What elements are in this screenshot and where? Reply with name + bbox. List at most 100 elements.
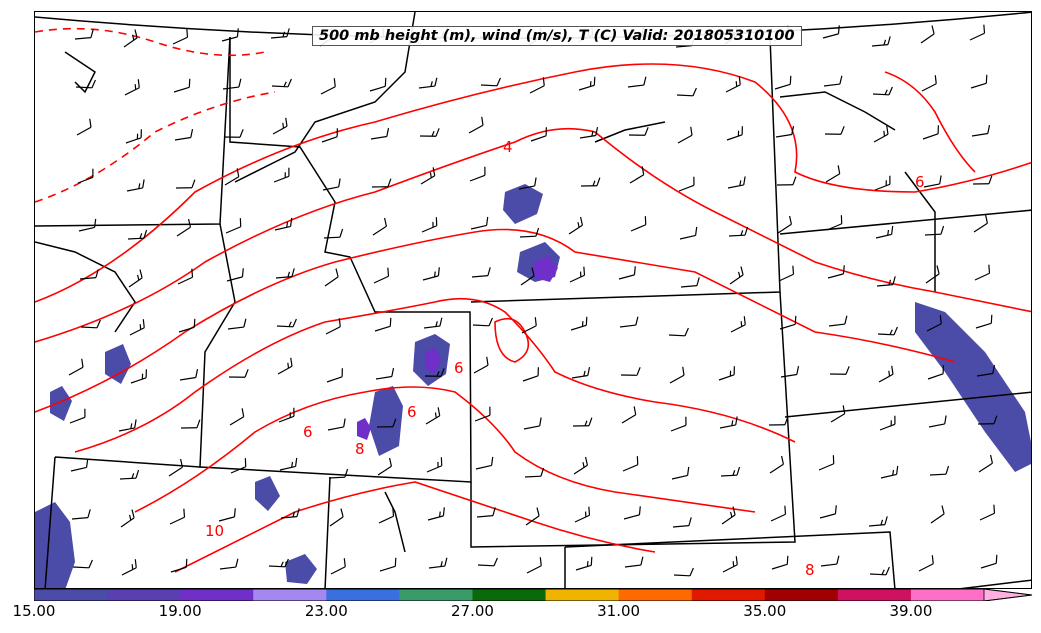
wind-barb <box>971 125 991 137</box>
wind-barb <box>78 218 97 232</box>
wind-barb <box>574 506 591 523</box>
wind-barb <box>180 419 201 429</box>
colorbar-segment <box>545 589 620 601</box>
wind-barb <box>622 456 639 472</box>
shaded-region <box>369 386 403 456</box>
map-title: 500 mb height (m), wind (m/s), T (C) Val… <box>312 26 802 46</box>
wind-barb <box>568 216 584 235</box>
wind-barb <box>575 556 593 571</box>
colorbar-tick-label: 39.00 <box>889 602 933 620</box>
wind-barb <box>777 215 793 234</box>
wind-barb <box>273 167 290 183</box>
border-line <box>564 531 896 588</box>
wind-barb <box>629 166 645 184</box>
border-line <box>44 456 56 588</box>
contour-label: 4 <box>503 138 513 156</box>
contour-label: 6 <box>407 403 417 421</box>
wind-barb <box>525 507 540 526</box>
wind-barb <box>274 217 293 231</box>
wind-barb <box>519 227 540 238</box>
contour-line <box>884 71 976 173</box>
wind-barb <box>129 319 145 336</box>
contour-line <box>35 127 1031 343</box>
contour-label: 10 <box>205 522 224 540</box>
shaded-areas <box>35 184 1031 588</box>
wind-barb <box>775 126 795 138</box>
shaded-region <box>285 554 317 584</box>
wind-barb <box>827 265 845 279</box>
wind-barb <box>169 508 186 525</box>
wind-barb <box>371 178 392 188</box>
wind-barb <box>424 368 445 377</box>
wind-barb <box>373 267 390 284</box>
colorbar-extend-arrow <box>983 589 1033 601</box>
contour-line <box>134 386 756 513</box>
wind-barb <box>76 118 92 136</box>
wind-barb <box>224 168 240 186</box>
wind-barb <box>771 555 789 570</box>
wind-barb <box>770 505 787 522</box>
wind-barb <box>176 218 192 237</box>
wind-barb <box>924 225 945 236</box>
wind-barb <box>327 418 346 431</box>
border-line <box>324 476 331 588</box>
contour-line <box>174 481 656 573</box>
wind-barb <box>330 558 346 575</box>
wind-barb <box>518 177 537 190</box>
wind-barb <box>271 78 292 88</box>
contour-line <box>35 228 956 413</box>
wind-barb <box>768 416 789 426</box>
wind-barb <box>630 216 647 232</box>
wind-barb <box>721 506 736 525</box>
wind-barb <box>776 176 797 186</box>
wind-barb <box>125 129 142 144</box>
colorbar-tick-label: 35.00 <box>743 602 787 620</box>
wind-barb <box>573 456 589 475</box>
wind-barb <box>221 28 239 42</box>
wind-barb <box>524 467 545 478</box>
colorbar-segment <box>691 589 766 601</box>
wind-barb <box>119 469 140 480</box>
wind-barb <box>824 126 845 135</box>
colorbar-segment <box>764 589 839 601</box>
wind-barb <box>376 418 397 428</box>
wind-barb <box>323 228 344 239</box>
shaded-region <box>915 302 1031 472</box>
wind-barb <box>670 416 687 432</box>
wind-barb <box>720 466 741 477</box>
wind-barb <box>529 77 545 94</box>
map-canvas: 4 6 6 6 6 8 8 10 <box>35 12 1031 588</box>
wind-barb <box>428 557 448 569</box>
border-line <box>470 36 781 303</box>
wind-barb <box>726 126 743 141</box>
contour-line <box>494 317 530 363</box>
wind-barb <box>920 25 935 44</box>
wind-barb <box>823 75 843 87</box>
wind-barb <box>175 179 196 189</box>
wind-barb <box>320 78 336 95</box>
wind-barb <box>472 317 493 327</box>
wind-barb <box>977 415 998 425</box>
wind-barb <box>280 508 300 519</box>
river-line <box>234 12 416 183</box>
wind-barb <box>826 215 843 231</box>
wind-barb <box>930 505 945 524</box>
wind-barb <box>975 314 993 329</box>
wind-barb <box>876 276 896 287</box>
wind-barbs <box>68 24 998 577</box>
wind-barb <box>219 558 239 570</box>
wind-barb <box>476 507 496 518</box>
wind-barb <box>877 326 898 336</box>
wind-barb <box>925 265 940 284</box>
wind-barb <box>918 555 934 572</box>
wind-barb <box>969 24 986 41</box>
wind-barb <box>372 217 388 236</box>
shaded-region <box>105 344 131 384</box>
contour-label: 8 <box>805 561 815 579</box>
wind-barb <box>978 454 994 473</box>
wind-barb <box>168 458 184 477</box>
wind-barb <box>325 318 341 335</box>
colorbar-tick-label: 27.00 <box>450 602 494 620</box>
contour-line <box>35 27 266 57</box>
wind-barb <box>730 316 746 333</box>
